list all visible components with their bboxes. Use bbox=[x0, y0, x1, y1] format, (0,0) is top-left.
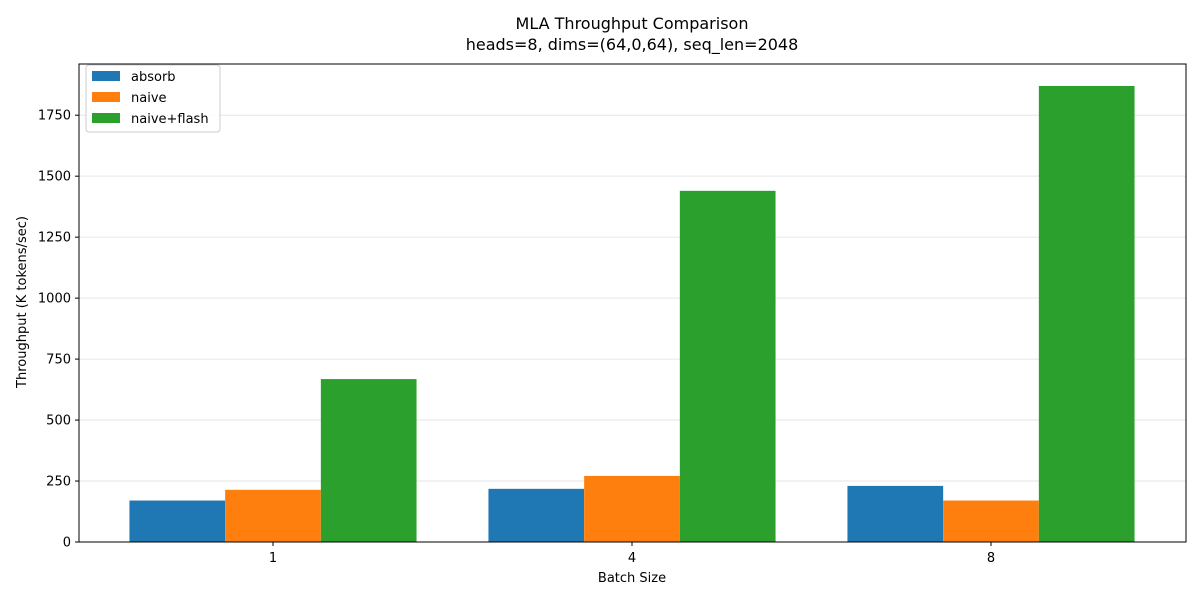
y-tick-label: 1500 bbox=[38, 170, 71, 185]
legend-swatch-naive+flash bbox=[92, 113, 120, 123]
bar-naive-8 bbox=[943, 500, 1039, 542]
plot-frame bbox=[78, 63, 1187, 543]
bar-naive+flash-4 bbox=[679, 190, 776, 542]
y-tick-label: 1250 bbox=[38, 231, 71, 246]
bar-naive+flash-1 bbox=[320, 379, 417, 542]
axes: 0 250 500 750 1000 1250 1500 1750 1 4 8 bbox=[38, 63, 1187, 566]
bar-absorb-4 bbox=[488, 488, 585, 542]
bar-absorb-8 bbox=[847, 485, 944, 542]
y-axis-label: Throughput (K tokens/sec) bbox=[15, 216, 30, 389]
y-tick-label: 0 bbox=[63, 536, 71, 551]
bar-absorb-1 bbox=[129, 500, 226, 542]
y-tick-label: 750 bbox=[46, 353, 71, 368]
x-tick-label: 1 bbox=[269, 551, 277, 566]
y-tick-label: 500 bbox=[46, 414, 71, 429]
x-tick-label: 4 bbox=[628, 551, 636, 566]
bar-naive-4 bbox=[584, 475, 680, 542]
legend-swatch-absorb bbox=[92, 71, 120, 81]
legend-label: absorb bbox=[131, 70, 176, 85]
y-tick-label: 1000 bbox=[38, 292, 71, 307]
legend-label: naive+flash bbox=[131, 112, 209, 127]
legend: absorb naive naive+flash bbox=[85, 64, 221, 133]
bar-naive-1 bbox=[225, 489, 321, 542]
chart-title: MLA Throughput Comparison bbox=[516, 14, 749, 33]
bar-naive+flash-8 bbox=[1038, 85, 1135, 543]
x-tick-label: 8 bbox=[987, 551, 995, 566]
legend-swatch-naive bbox=[92, 92, 120, 102]
y-tick-label: 250 bbox=[46, 475, 71, 490]
legend-label: naive bbox=[131, 91, 167, 106]
y-tick-label: 1750 bbox=[38, 109, 71, 124]
bars bbox=[129, 85, 1135, 543]
x-axis-label: Batch Size bbox=[598, 571, 666, 586]
grid-lines bbox=[79, 114, 1186, 543]
chart-subtitle: heads=8, dims=(64,0,64), seq_len=2048 bbox=[466, 35, 799, 55]
